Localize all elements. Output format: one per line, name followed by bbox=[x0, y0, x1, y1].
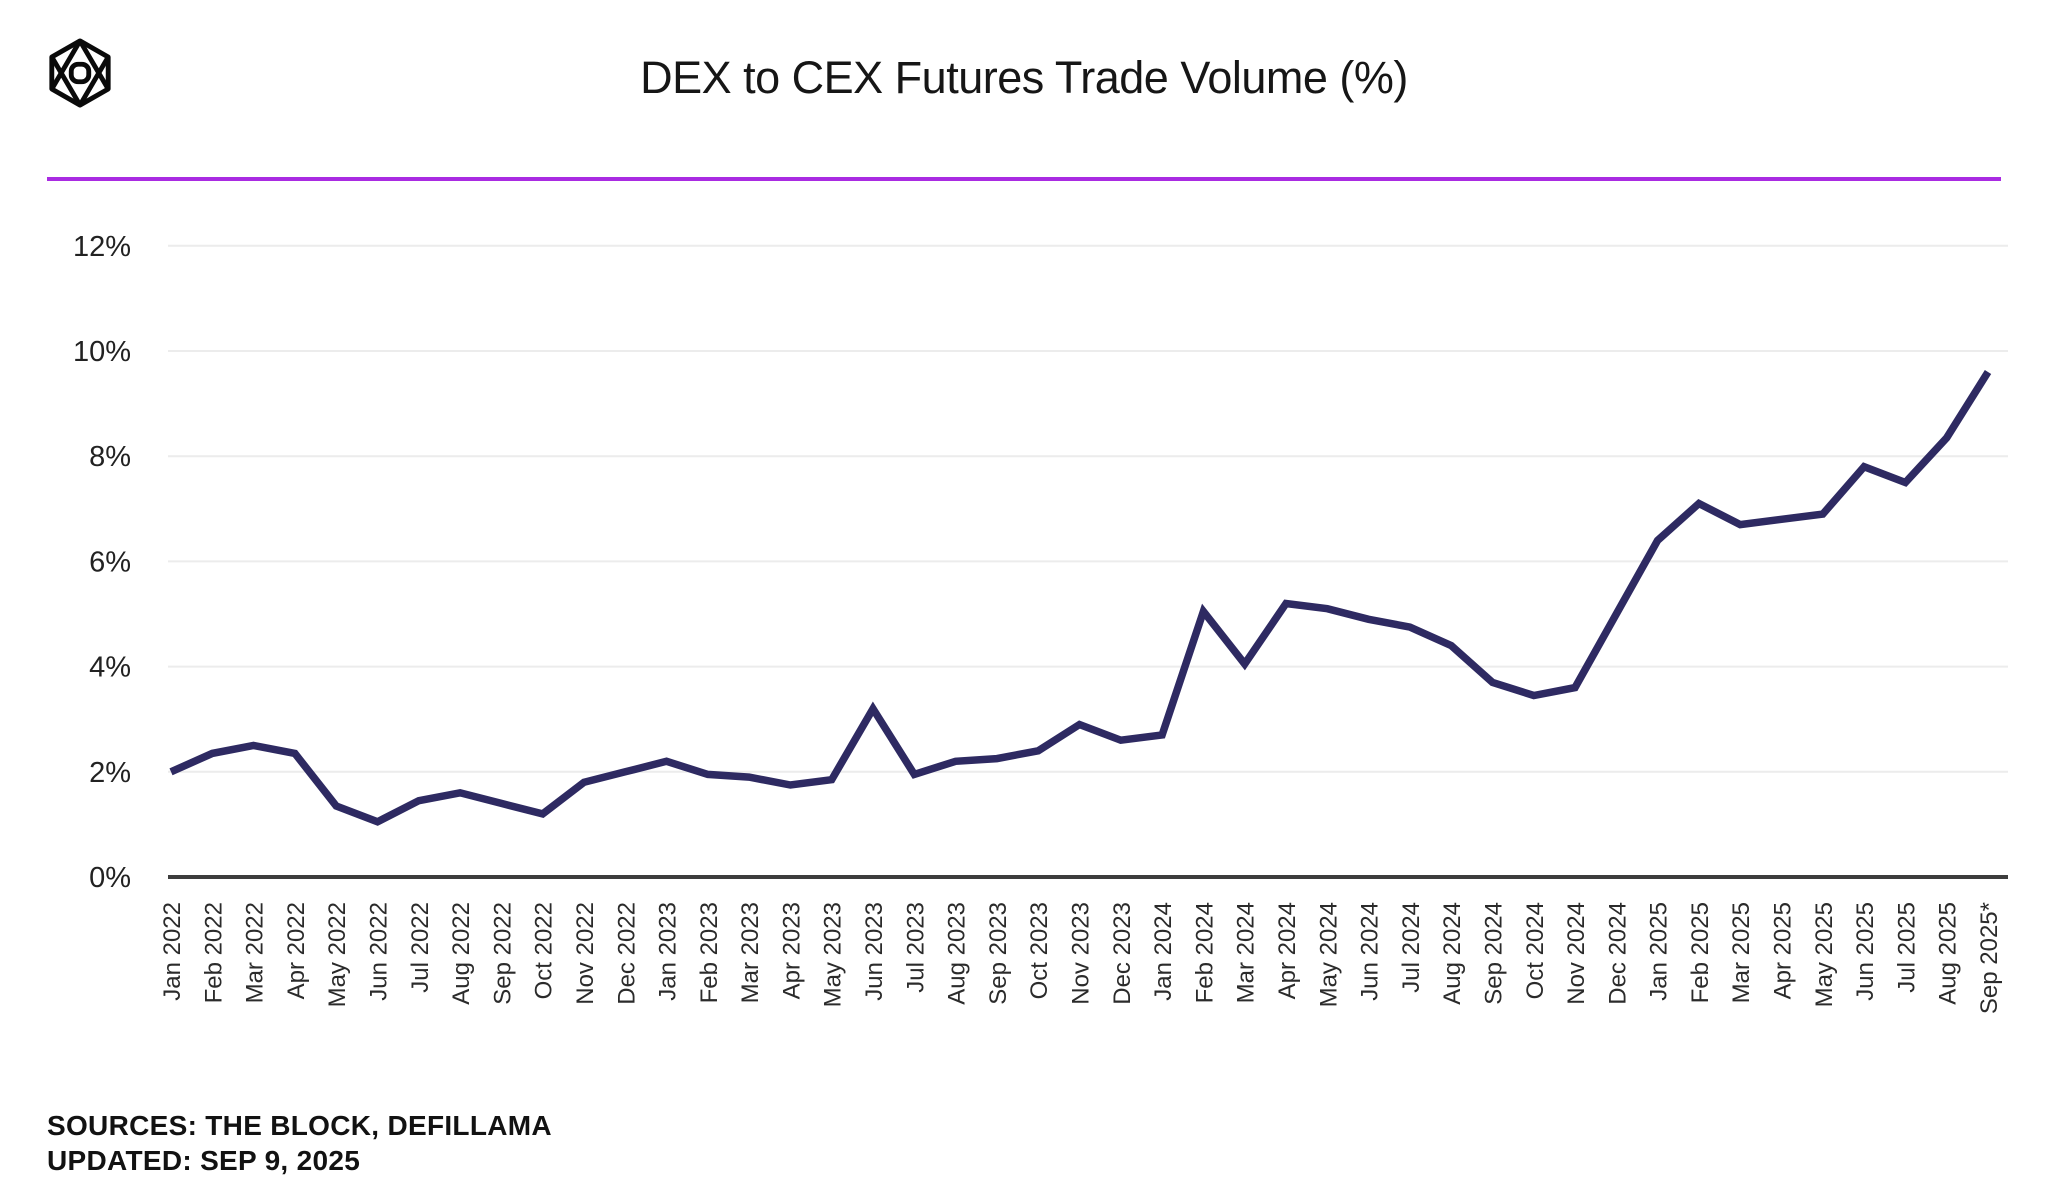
y-tick-label: 10% bbox=[73, 336, 131, 368]
updated-line: UPDATED: SEP 9, 2025 bbox=[47, 1145, 361, 1177]
y-tick-label: 4% bbox=[89, 652, 131, 684]
x-tick-label: Feb 2022 bbox=[200, 902, 227, 1003]
x-tick-label: Mar 2024 bbox=[1233, 902, 1260, 1003]
x-tick-label: Mar 2025 bbox=[1728, 902, 1755, 1003]
x-tick-label: Dec 2022 bbox=[613, 902, 640, 1005]
x-tick-label: Nov 2024 bbox=[1563, 902, 1590, 1005]
x-tick-label: Jan 2025 bbox=[1646, 902, 1673, 1001]
x-tick-label: Jul 2022 bbox=[407, 902, 434, 993]
x-tick-label: Oct 2024 bbox=[1522, 902, 1549, 999]
y-tick-label: 12% bbox=[73, 231, 131, 263]
sources-line: SOURCES: THE BLOCK, DEFILLAMA bbox=[47, 1110, 552, 1141]
x-tick-label: Aug 2024 bbox=[1439, 902, 1466, 1005]
x-tick-label: Jan 2022 bbox=[159, 902, 186, 1001]
x-tick-label: May 2024 bbox=[1315, 902, 1342, 1007]
accent-divider bbox=[47, 177, 2001, 181]
x-tick-label: Nov 2022 bbox=[572, 902, 599, 1005]
x-tick-label: Aug 2022 bbox=[448, 902, 475, 1005]
x-tick-label: Jun 2023 bbox=[861, 902, 888, 1001]
x-tick-label: Oct 2023 bbox=[1026, 902, 1053, 999]
x-tick-label: Apr 2025 bbox=[1770, 902, 1797, 999]
x-tick-label: Feb 2024 bbox=[1191, 902, 1218, 1003]
x-tick-label: Oct 2022 bbox=[531, 902, 558, 999]
x-tick-label: Jun 2025 bbox=[1852, 902, 1879, 1001]
x-tick-label: Jul 2025 bbox=[1893, 902, 1920, 993]
x-tick-label: May 2025 bbox=[1811, 902, 1838, 1007]
x-tick-label: Sep 2024 bbox=[1480, 902, 1507, 1005]
x-tick-label: Mar 2023 bbox=[737, 902, 764, 1003]
y-tick-label: 0% bbox=[89, 862, 131, 894]
x-tick-label: May 2023 bbox=[820, 902, 847, 1007]
x-tick-label: Sep 2022 bbox=[489, 902, 516, 1005]
x-tick-label: May 2022 bbox=[324, 902, 351, 1007]
y-tick-label: 8% bbox=[89, 441, 131, 473]
x-tick-label: Apr 2024 bbox=[1274, 902, 1301, 999]
y-tick-label: 2% bbox=[89, 757, 131, 789]
x-tick-label: Feb 2023 bbox=[696, 902, 723, 1003]
x-tick-label: Nov 2023 bbox=[1068, 902, 1095, 1005]
y-tick-label: 6% bbox=[89, 546, 131, 578]
x-tick-label: Dec 2024 bbox=[1604, 902, 1631, 1005]
x-tick-label: Jul 2024 bbox=[1398, 902, 1425, 993]
x-tick-label: Dec 2023 bbox=[1109, 902, 1136, 1005]
x-tick-label: Jul 2023 bbox=[902, 902, 929, 993]
x-tick-label: Jan 2023 bbox=[655, 902, 682, 1001]
x-tick-label: Sep 2025* bbox=[1976, 902, 2003, 1014]
x-tick-label: Aug 2023 bbox=[944, 902, 971, 1005]
x-tick-label: Mar 2022 bbox=[242, 902, 269, 1003]
x-tick-label: Jun 2024 bbox=[1357, 902, 1384, 1001]
x-tick-label: Aug 2025 bbox=[1935, 902, 1962, 1005]
the-block-logo-icon bbox=[49, 38, 111, 108]
chart-footer: SOURCES: THE BLOCK, DEFILLAMA UPDATED: S… bbox=[47, 1108, 552, 1179]
x-tick-label: Apr 2023 bbox=[778, 902, 805, 999]
x-tick-label: Sep 2023 bbox=[985, 902, 1012, 1005]
x-tick-label: Jun 2022 bbox=[365, 902, 392, 1001]
x-tick-label: Apr 2022 bbox=[283, 902, 310, 999]
page-title: DEX to CEX Futures Trade Volume (%) bbox=[640, 52, 1408, 103]
dex-cex-volume-line bbox=[169, 370, 1992, 826]
x-tick-label: Feb 2025 bbox=[1687, 902, 1714, 1003]
x-tick-label: Jan 2024 bbox=[1150, 902, 1177, 1001]
